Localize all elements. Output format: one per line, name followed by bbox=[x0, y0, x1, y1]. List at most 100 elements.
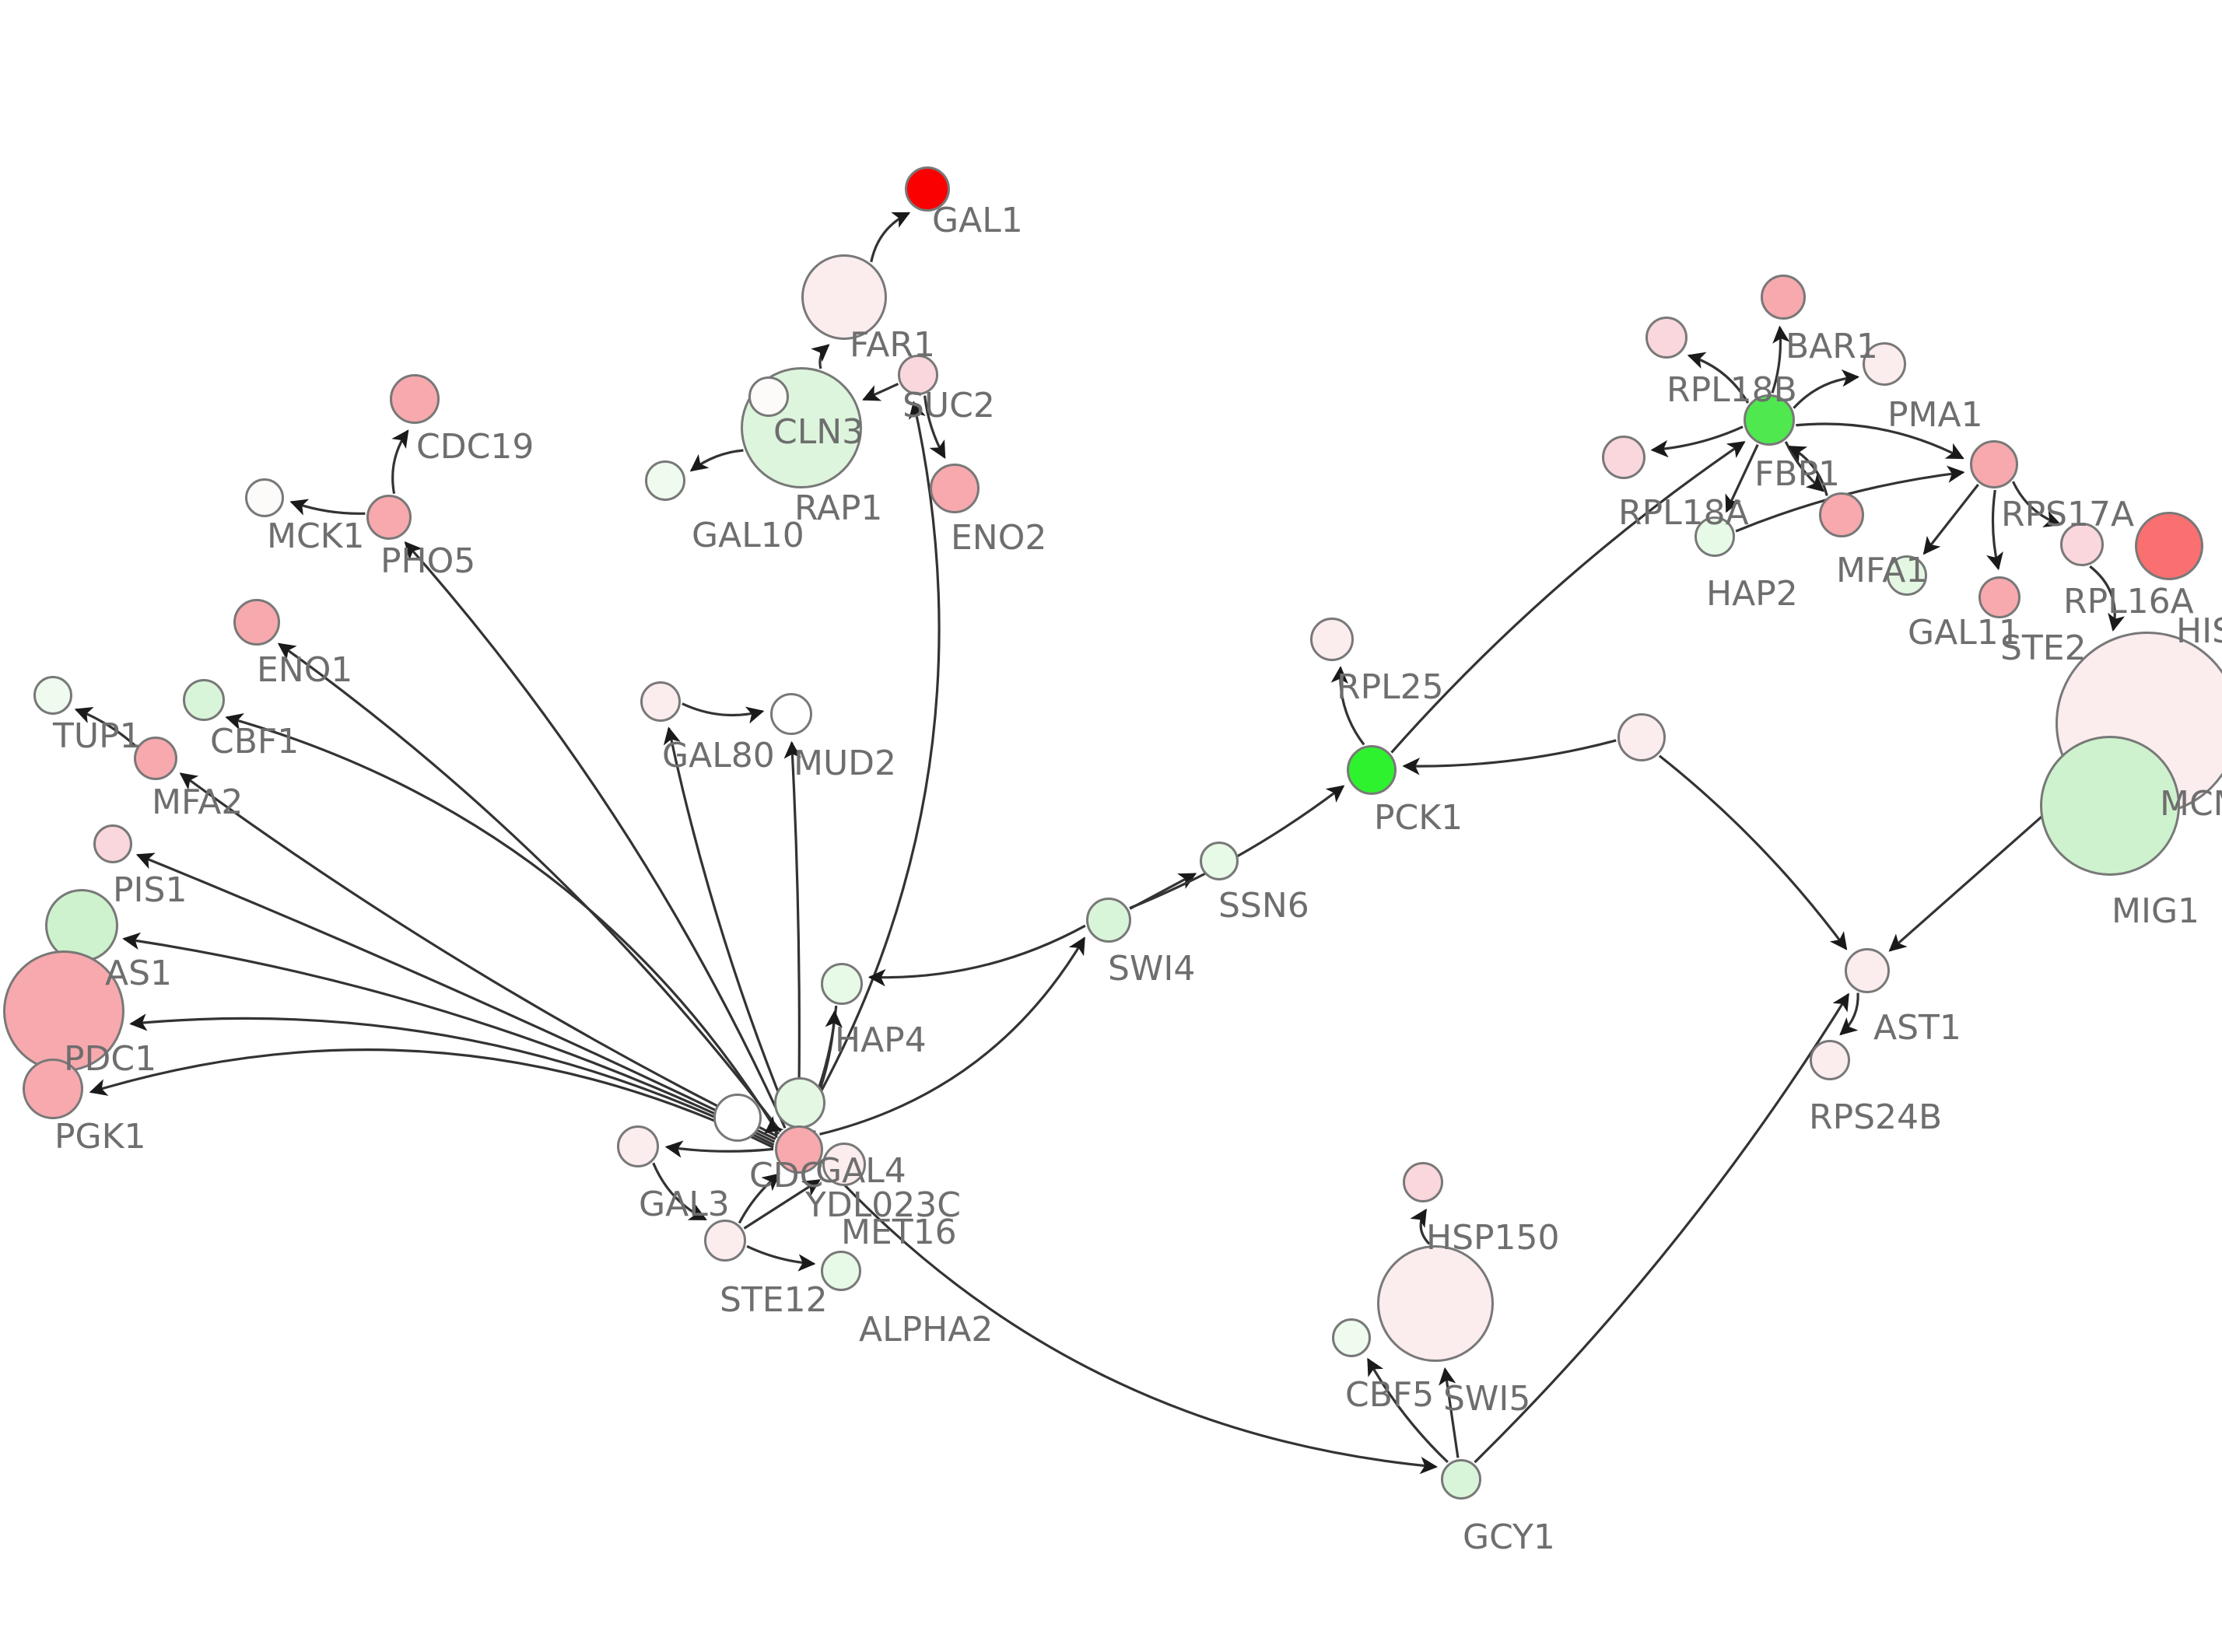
edge bbox=[1439, 1367, 1460, 1458]
gene-node-ssn6[interactable] bbox=[1200, 842, 1239, 880]
gene-node-cbf1[interactable] bbox=[183, 679, 225, 721]
gene-node-tup1[interactable] bbox=[33, 676, 72, 715]
gene-node-cdc28[interactable] bbox=[713, 1094, 762, 1142]
gene-node-ste12[interactable] bbox=[704, 1220, 746, 1262]
gene-label-gcy1: GCY1 bbox=[1463, 1517, 1555, 1557]
gene-node-hsp150[interactable] bbox=[1403, 1162, 1443, 1202]
gene-label-mcm1: MCM1 bbox=[2160, 784, 2222, 824]
gene-node-gal3[interactable] bbox=[617, 1125, 659, 1167]
gene-node-gal80[interactable] bbox=[640, 681, 681, 722]
gene-node-pho5[interactable] bbox=[366, 495, 412, 540]
gene-label-mud2: MUD2 bbox=[794, 744, 897, 783]
gene-label-rpl25: RPL25 bbox=[1337, 667, 1444, 707]
gene-node-rps24b[interactable] bbox=[1810, 1040, 1850, 1080]
gene-node-rpl18b[interactable] bbox=[1645, 317, 1688, 359]
gene-label-ast1: AST1 bbox=[1873, 1008, 1961, 1048]
gene-node-mud2[interactable] bbox=[770, 693, 812, 735]
gene-node-suc2[interactable] bbox=[898, 355, 938, 395]
gene-label-hap4: HAP4 bbox=[835, 1020, 927, 1060]
edge bbox=[74, 706, 137, 747]
gene-node-rpl18a[interactable] bbox=[1602, 436, 1645, 479]
gene-label-rpl18a: RPL18A bbox=[1618, 493, 1749, 533]
gene-node-gas1[interactable] bbox=[45, 889, 118, 962]
gene-label-eno1: ENO1 bbox=[257, 650, 353, 690]
edge bbox=[289, 499, 366, 516]
gene-node-ydl023c[interactable] bbox=[822, 1143, 866, 1186]
gene-node-gal4[interactable] bbox=[775, 1125, 823, 1174]
gene-node-rps17a[interactable] bbox=[1970, 440, 2018, 488]
gene-label-mck1: MCK1 bbox=[267, 516, 365, 556]
edge bbox=[89, 1048, 774, 1149]
gene-label-ste2: STE2 bbox=[2000, 628, 2087, 668]
gene-node-gal1[interactable] bbox=[905, 166, 950, 212]
gene-node-mig1[interactable] bbox=[2040, 736, 2180, 876]
gene-node-mfa1[interactable] bbox=[1819, 492, 1864, 537]
gene-node-cbf5[interactable] bbox=[1332, 1318, 1371, 1357]
edge bbox=[664, 1140, 774, 1158]
gene-node-ast1[interactable] bbox=[1845, 948, 1890, 993]
edge bbox=[689, 449, 744, 472]
gene-label-suc2: SUC2 bbox=[902, 386, 995, 425]
edge bbox=[1650, 425, 1744, 458]
edge bbox=[821, 1160, 1439, 1475]
gene-label-mfa2: MFA2 bbox=[152, 782, 244, 822]
gene-node-swi5[interactable] bbox=[1377, 1245, 1494, 1362]
gene-label-alpha2: ALPHA2 bbox=[859, 1310, 994, 1349]
gene-node-pgk1[interactable] bbox=[23, 1059, 83, 1119]
gene-label-rpl16a: RPL16A bbox=[2063, 582, 2194, 621]
gene-label-ssn6: SSN6 bbox=[1218, 886, 1309, 926]
edge bbox=[743, 1179, 821, 1230]
gene-node-swi4[interactable] bbox=[1086, 898, 1131, 943]
gene-node-eno1[interactable] bbox=[233, 599, 280, 646]
edge bbox=[870, 212, 911, 263]
gene-node-pck1[interactable] bbox=[1347, 745, 1397, 795]
gene-node-hap4[interactable] bbox=[821, 963, 863, 1005]
gene-label-pho5: PHO5 bbox=[380, 541, 476, 581]
gene-node-rpl16a[interactable] bbox=[2060, 523, 2104, 566]
gene-node-bar1[interactable] bbox=[1761, 275, 1806, 320]
gene-node-gal11[interactable] bbox=[1887, 555, 1927, 596]
gene-node-his4[interactable] bbox=[2135, 512, 2203, 580]
gene-label-cbf1: CBF1 bbox=[210, 722, 300, 761]
edge bbox=[819, 936, 1086, 1136]
edge bbox=[1839, 992, 1859, 1036]
gene-node-gal4_green[interactable] bbox=[774, 1077, 825, 1129]
gene-label-ste12: STE12 bbox=[720, 1280, 828, 1320]
edge bbox=[1390, 441, 1746, 754]
gene-label-met16: MET16 bbox=[841, 1213, 957, 1252]
gene-node-hap2[interactable] bbox=[1695, 516, 1735, 557]
edge bbox=[1129, 785, 1345, 910]
gene-label-hsp150: HSP150 bbox=[1426, 1218, 1560, 1258]
gene-node-gcy1[interactable] bbox=[1441, 1459, 1481, 1500]
gene-label-pis1: PIS1 bbox=[113, 870, 188, 910]
gene-label-cdc19: CDC19 bbox=[416, 427, 534, 467]
gene-node-cdc19[interactable] bbox=[390, 374, 440, 424]
edge bbox=[652, 1162, 707, 1221]
edge bbox=[1796, 422, 1964, 460]
gene-node-gal10[interactable] bbox=[645, 460, 685, 501]
gene-node-eno2[interactable] bbox=[930, 464, 980, 513]
gene-node-mck1[interactable] bbox=[245, 478, 284, 517]
gene-label-mfa1: MFA1 bbox=[1836, 551, 1928, 590]
gene-node-unlabeled_a[interactable] bbox=[1617, 713, 1666, 761]
gene-node-rap1[interactable] bbox=[748, 376, 789, 417]
edge bbox=[1402, 739, 1617, 775]
gene-node-ste2[interactable] bbox=[1978, 576, 2020, 618]
gene-label-rps24b: RPS24B bbox=[1809, 1097, 1943, 1137]
gene-node-alpha2[interactable] bbox=[821, 1251, 861, 1291]
edge bbox=[2011, 481, 2063, 528]
gene-node-far1[interactable] bbox=[801, 254, 887, 340]
gene-label-gas1: AS1 bbox=[105, 954, 173, 993]
edge bbox=[738, 1173, 780, 1224]
gene-label-pck1: PCK1 bbox=[1374, 798, 1463, 838]
gene-node-rpl25[interactable] bbox=[1310, 618, 1354, 661]
gene-label-cbf5: CBF5 bbox=[1345, 1375, 1435, 1415]
gene-node-pma1[interactable] bbox=[1863, 342, 1906, 386]
edge bbox=[2089, 565, 2126, 632]
edge bbox=[682, 702, 765, 724]
gene-node-fbp1[interactable] bbox=[1744, 394, 1795, 446]
edge bbox=[1367, 1357, 1449, 1464]
gene-label-rap1: RAP1 bbox=[794, 488, 883, 528]
gene-node-pis1[interactable] bbox=[93, 824, 132, 863]
gene-node-mfa2[interactable] bbox=[134, 737, 177, 780]
